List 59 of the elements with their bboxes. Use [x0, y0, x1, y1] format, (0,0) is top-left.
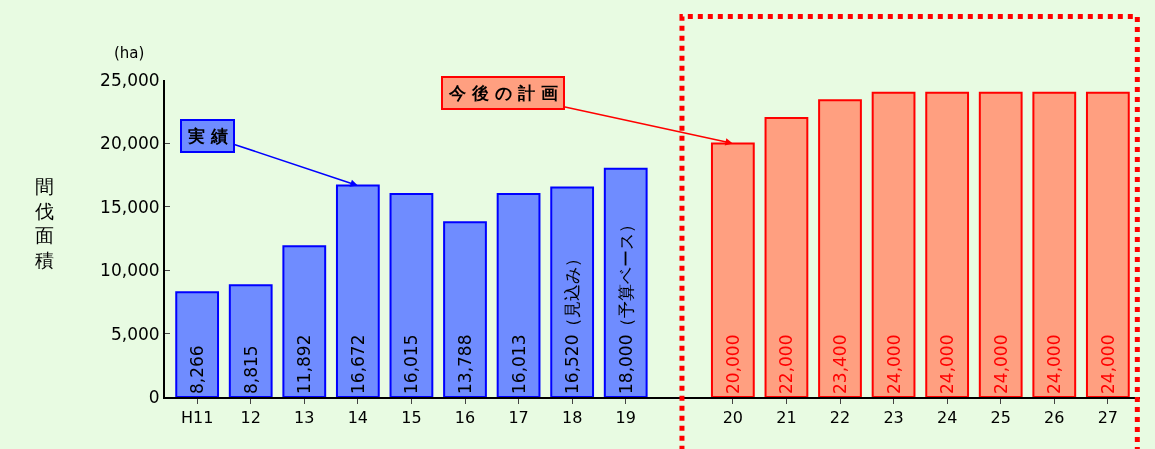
- data-label: 20,000: [722, 334, 743, 394]
- text: 今 後 の 計 画: [448, 83, 558, 103]
- bar: [978, 91, 1023, 397]
- y-tick-label: 15,000: [100, 196, 160, 217]
- x-tick-label: 14: [347, 408, 369, 428]
- bar: [764, 117, 809, 397]
- data-label: 16,520（見込み）: [562, 249, 583, 394]
- x-tick-label: 25: [990, 408, 1011, 428]
- data-label: 16,015: [401, 334, 422, 394]
- x-tick-label: 17: [508, 408, 529, 428]
- bar: [550, 186, 595, 397]
- data-label: 24,000: [883, 334, 904, 394]
- data-label: 23,400: [830, 334, 850, 394]
- x-tick-label: 26: [1044, 408, 1065, 428]
- data-label: 8,815: [240, 345, 261, 394]
- x-tick-label: 24: [936, 408, 958, 428]
- bar: [1032, 91, 1077, 397]
- data-label: 18,000（予算ベース）: [615, 215, 636, 394]
- bar: [443, 221, 487, 397]
- x-tick-label: 19: [615, 408, 636, 428]
- data-label: 16,672: [347, 334, 368, 394]
- data-label: 22,000: [776, 334, 797, 394]
- y-tick-label: 25,000: [100, 69, 160, 90]
- data-label: 24,000: [990, 334, 1011, 394]
- data-label: 16,013: [508, 334, 529, 394]
- x-tick-label: 16: [454, 408, 476, 428]
- y-tick-label: 0: [148, 386, 160, 407]
- data-label: 13,788: [455, 334, 475, 394]
- x-tick-label: 18: [561, 408, 583, 428]
- y-tick-label: 5,000: [110, 323, 160, 344]
- data-label: 24,000: [1097, 334, 1118, 394]
- x-tick-label: 13: [294, 408, 315, 428]
- bar: [175, 291, 220, 397]
- x-tick-label: 20: [722, 408, 744, 428]
- bar: [1085, 91, 1130, 397]
- x-tick-label: 22: [829, 408, 851, 428]
- y-tick-label: 10,000: [100, 260, 160, 281]
- data-label: 11,892: [294, 334, 315, 394]
- data-label: 24,000: [1044, 334, 1065, 394]
- bar: [228, 284, 273, 397]
- y-axis-title: 間伐面積: [35, 175, 54, 272]
- data-label: 8,266: [187, 345, 208, 394]
- x-tick-label: 27: [1097, 408, 1119, 428]
- text: 実 績: [187, 126, 228, 146]
- bar: [282, 245, 327, 397]
- x-tick-label: 23: [883, 408, 904, 428]
- bar: [871, 91, 916, 397]
- x-tick-label: H11: [180, 408, 214, 428]
- bar: [603, 167, 648, 397]
- bar: [496, 192, 541, 397]
- data-label: 24,000: [937, 334, 958, 394]
- bar: [925, 91, 970, 397]
- x-tick-label: 21: [776, 408, 797, 428]
- bar: [818, 99, 862, 397]
- text: (ha): [114, 44, 145, 62]
- y-tick-label: 20,000: [100, 133, 160, 154]
- x-tick-label: 12: [240, 408, 261, 428]
- bar: [389, 192, 434, 397]
- x-tick-label: 15: [401, 408, 422, 428]
